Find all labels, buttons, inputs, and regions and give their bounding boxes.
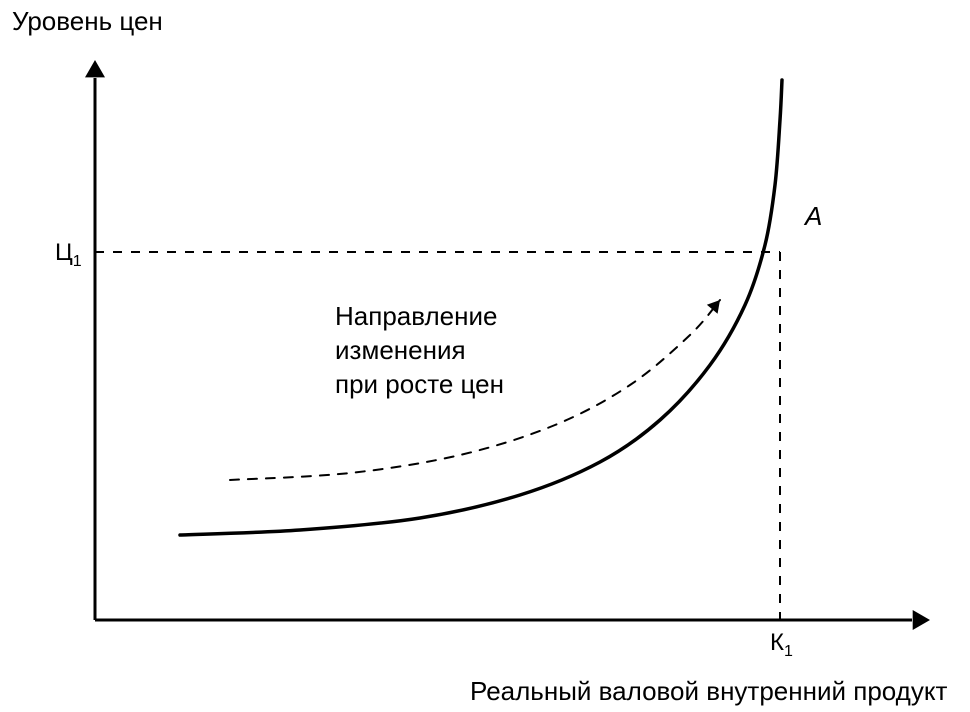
y-axis-label: Уровень цен	[12, 6, 163, 36]
supply-curve-chart: Уровень цен Реальный валовой внутренний …	[0, 0, 970, 712]
chart-background	[0, 0, 970, 712]
x-axis-label: Реальный валовой внутренний продукт	[470, 676, 948, 706]
point-a-label: A	[803, 201, 822, 231]
